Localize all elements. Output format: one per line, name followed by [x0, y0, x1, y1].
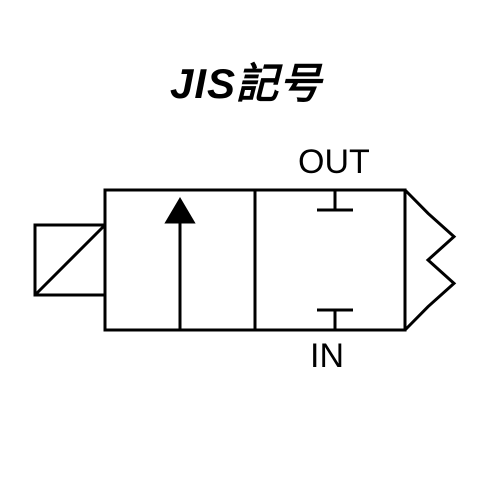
diagram-canvas: JIS記号 OUT IN: [0, 0, 500, 500]
valve-symbol-svg: [0, 0, 500, 500]
